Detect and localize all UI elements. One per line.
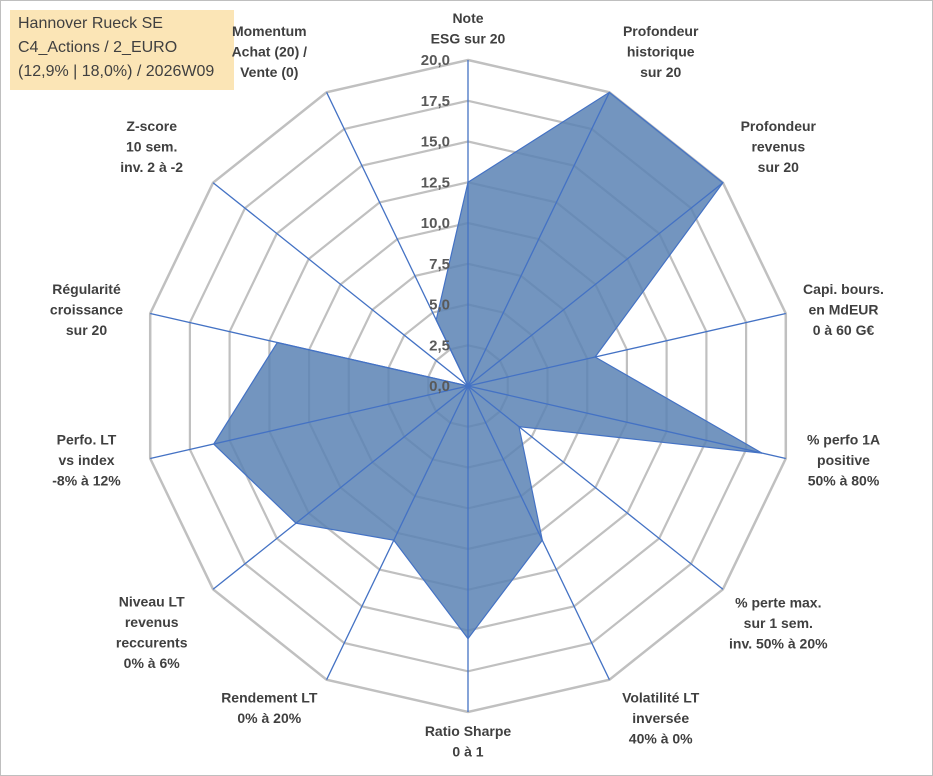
category-label: C4_Actions / 2_EURO <box>18 39 178 56</box>
spoke-axis <box>212 385 469 590</box>
category-label-line: revenus <box>751 138 805 154</box>
tick-label: 17,5 <box>421 93 450 110</box>
spoke-axis <box>326 92 469 387</box>
category-label-line: 0 à 60 G€ <box>813 322 875 338</box>
category-label-line: inversée <box>632 710 689 726</box>
category-label-line: 0% à 6% <box>124 655 181 671</box>
category-label-line: revenus <box>125 614 179 630</box>
spoke-axis <box>150 385 469 460</box>
category-label-line: 10 sem. <box>126 138 177 154</box>
tick-label: 12,5 <box>421 174 450 191</box>
category-label-line: Vente (0) <box>240 64 298 80</box>
category-label: Rendement LT 0% à 20% <box>221 690 318 727</box>
category-label-line: ESG sur 20 <box>431 31 506 47</box>
category-label-line: inv. 2 à -2 <box>120 159 183 175</box>
stock-name: Hannover Rueck SE <box>18 15 163 32</box>
category-label: Régularité croissance sur 20 <box>50 281 123 338</box>
category-label: % perte max. sur 1 sem. inv. 50% à 20% <box>729 595 828 652</box>
spoke-axis <box>467 182 724 387</box>
category-label: Profondeur revenus sur 20 <box>741 118 817 175</box>
category-label-line: en MdEUR <box>809 302 879 318</box>
category-label-line: Profondeur <box>623 23 699 39</box>
spoke-axis <box>150 312 469 387</box>
category-label: Momentum Achat (20) / Vente (0) <box>232 23 308 80</box>
spoke-axis <box>467 385 610 680</box>
category-label-line: Profondeur <box>741 118 817 134</box>
tick-label: 5,0 <box>429 297 450 314</box>
category-label-line: 0 à 1 <box>452 744 483 760</box>
spoke-axis <box>467 385 786 460</box>
tick-label: 7,5 <box>429 256 450 273</box>
tick-label: 15,0 <box>421 134 450 151</box>
category-label-line: 0% à 20% <box>237 710 301 726</box>
series-area <box>212 91 763 640</box>
category-label: Z-score 10 sem. inv. 2 à -2 <box>120 118 183 175</box>
category-label-line: reccurents <box>116 635 188 651</box>
category-label-line: Z-score <box>126 118 177 134</box>
category-label-line: Régularité <box>52 281 121 297</box>
category-label: Niveau LT revenus reccurents 0% à 6% <box>116 594 188 672</box>
category-label-line: -8% à 12% <box>52 473 121 489</box>
category-label-line: inv. 50% à 20% <box>729 636 828 652</box>
category-label-line: vs index <box>58 452 114 468</box>
category-label-line: 40% à 0% <box>629 731 693 747</box>
category-label-line: 50% à 80% <box>808 473 880 489</box>
spoke-axis <box>212 182 469 387</box>
info-box: Hannover Rueck SE C4_Actions / 2_EURO (1… <box>10 10 234 90</box>
category-label-line: sur 20 <box>640 64 681 80</box>
category-label-line: % perte max. <box>735 595 821 611</box>
spoke-axis <box>326 385 469 680</box>
category-label-line: % perfo 1A <box>807 432 880 448</box>
category-label-line: Momentum <box>232 23 307 39</box>
category-label: Capi. bours. en MdEUR 0 à 60 G€ <box>803 281 884 338</box>
category-label-line: positive <box>817 452 870 468</box>
category-label-line: Capi. bours. <box>803 281 884 297</box>
category-label: Perfo. LT vs index -8% à 12% <box>52 432 121 489</box>
category-label-line: sur 20 <box>66 322 107 338</box>
performance-label: (12,9% | 18,0%) / 2026W09 <box>18 63 215 80</box>
category-label-line: Volatilité LT <box>622 690 700 706</box>
category-label-line: Ratio Sharpe <box>425 723 512 739</box>
category-label-line: sur 20 <box>758 159 799 175</box>
category-label: Ratio Sharpe 0 à 1 <box>425 723 512 760</box>
category-label-line: historique <box>627 44 695 60</box>
category-label-line: Niveau LT <box>119 594 185 610</box>
spoke-axis <box>467 92 610 387</box>
spoke-axis <box>467 385 724 590</box>
tick-label: 0,0 <box>429 378 450 395</box>
category-label-line: croissance <box>50 302 123 318</box>
category-label-line: Perfo. LT <box>57 432 117 448</box>
category-label: Volatilité LT inversée 40% à 0% <box>622 690 700 747</box>
category-label-line: Rendement LT <box>221 690 318 706</box>
tick-label: 10,0 <box>421 215 450 232</box>
category-label-line: sur 1 sem. <box>744 615 813 631</box>
category-label: Note ESG sur 20 <box>431 10 506 47</box>
category-label-line: Achat (20) / <box>232 44 308 60</box>
category-label-line: Note <box>452 10 483 26</box>
category-label: % perfo 1A positive 50% à 80% <box>807 432 880 489</box>
tick-label: 2,5 <box>429 337 450 354</box>
tick-label: 20,0 <box>421 52 450 69</box>
category-label: Profondeur historique sur 20 <box>623 23 699 80</box>
spoke-axis <box>467 312 786 387</box>
